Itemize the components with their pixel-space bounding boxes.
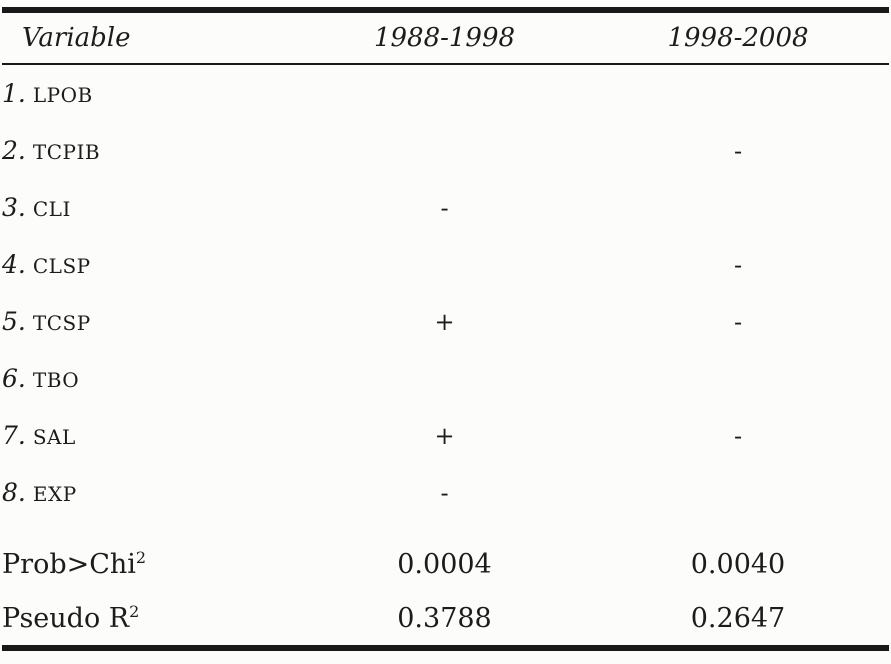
row-number: 7.: [2, 421, 26, 450]
variable-label: EXP: [32, 482, 77, 506]
header-row: Variable 1988-1998 1998-2008: [2, 10, 889, 65]
variable-cell: 5. TCSP: [2, 293, 302, 350]
table-row-exp: 8. EXP -: [2, 464, 889, 521]
column-header-1988-1998: 1988-1998: [302, 10, 587, 65]
row-number: 6.: [2, 364, 26, 393]
variable-cell: 4. CLSP: [2, 236, 302, 293]
variable-label: TBO: [32, 368, 80, 392]
variable-label: TCSP: [32, 311, 91, 335]
variable-cell: 1. LPOB: [2, 64, 302, 122]
stat-label: Pseudo R2: [2, 591, 302, 648]
table-row-tcpib: 2. TCPIB -: [2, 122, 889, 179]
variable-label: LPOB: [32, 83, 93, 107]
sign-1988-1998: -: [440, 193, 449, 222]
table-row-tbo: 6. TBO: [2, 350, 889, 407]
stat-label-superscript: 2: [129, 601, 140, 621]
variable-cell: 7. SAL: [2, 407, 302, 464]
stat-label-text: Prob>Chi: [2, 548, 136, 580]
sign-1988-1998: [302, 64, 587, 122]
sign-1998-2008: [587, 64, 889, 122]
table-header: Variable 1988-1998 1998-2008: [2, 10, 889, 65]
stat-value-1988-1998: 0.3788: [397, 602, 492, 634]
spacer-row: [2, 521, 889, 537]
spacer-cell: [2, 521, 889, 537]
column-header-1998-2008: 1998-2008: [587, 10, 889, 65]
table-row-lpob: 1. LPOB: [2, 64, 889, 122]
table-body: 1. LPOB 2. TCPIB - 3. CLI -: [2, 64, 889, 648]
stat-value-1998-2008: 0.2647: [690, 602, 786, 634]
stat-row-pseudo-r2: Pseudo R2 0.3788 0.2647: [2, 591, 889, 648]
results-table: Variable 1988-1998 1998-2008 1. LPOB 2. TC…: [2, 7, 889, 651]
variable-label: CLI: [32, 197, 71, 221]
sign-1998-2008: [587, 464, 889, 521]
variable-label: SAL: [32, 425, 76, 449]
variable-cell: 6. TBO: [2, 350, 302, 407]
table-row-sal: 7. SAL + -: [2, 407, 889, 464]
sign-1988-1998: [302, 350, 587, 407]
sign-1998-2008: -: [733, 250, 743, 279]
table-row-clsp: 4. CLSP -: [2, 236, 889, 293]
sign-1998-2008: -: [733, 307, 743, 336]
stat-value-1998-2008: 0.0040: [690, 548, 786, 580]
row-number: 4.: [2, 250, 26, 279]
stat-label-superscript: 2: [135, 547, 147, 567]
sign-1998-2008: [587, 179, 889, 236]
sign-1988-1998: [302, 236, 587, 293]
row-number: 2.: [2, 136, 26, 165]
sign-1998-2008: -: [733, 421, 743, 450]
stat-label-text: Pseudo R: [2, 602, 130, 634]
table-row-tcsp: 5. TCSP + -: [2, 293, 889, 350]
row-number: 1.: [2, 79, 26, 108]
stat-row-prob-chi2: Prob>Chi2 0.0004 0.0040: [2, 537, 889, 591]
sign-1998-2008: -: [733, 136, 743, 165]
variable-label: TCPIB: [32, 140, 101, 164]
variable-label: CLSP: [32, 254, 91, 278]
row-number: 5.: [2, 307, 26, 336]
row-number: 3.: [2, 193, 26, 222]
page-sheet: Variable 1988-1998 1998-2008 1. LPOB 2. TC…: [2, 0, 889, 651]
sign-1988-1998: [302, 122, 587, 179]
variable-cell: 8. EXP: [2, 464, 302, 521]
stat-label: Prob>Chi2: [2, 537, 302, 591]
table-row-cli: 3. CLI -: [2, 179, 889, 236]
variable-cell: 2. TCPIB: [2, 122, 302, 179]
stat-value-1988-1998: 0.0004: [397, 548, 492, 580]
sign-1988-1998: -: [440, 478, 449, 507]
variable-cell: 3. CLI: [2, 179, 302, 236]
sign-1998-2008: [587, 350, 889, 407]
sign-1988-1998: +: [434, 421, 455, 450]
column-header-variable: Variable: [2, 10, 302, 65]
row-number: 8.: [2, 478, 26, 507]
sign-1988-1998: +: [434, 307, 455, 336]
